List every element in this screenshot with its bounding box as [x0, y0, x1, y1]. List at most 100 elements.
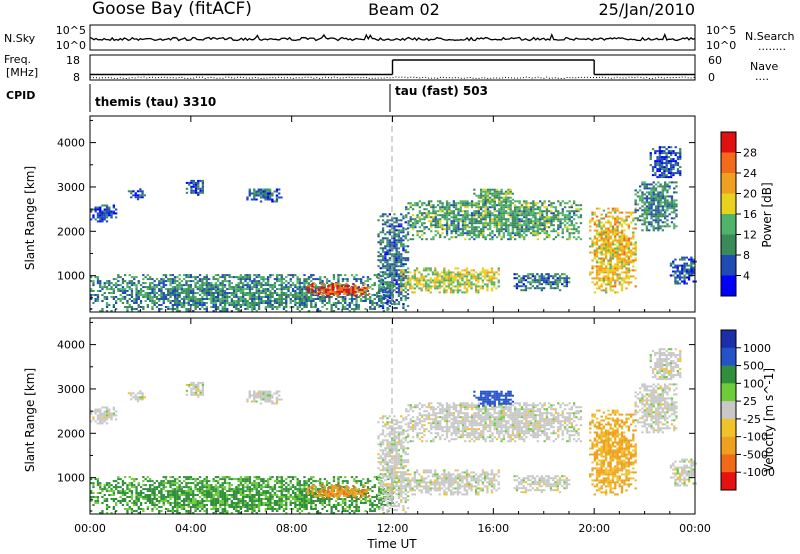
power-cell [149, 288, 152, 291]
power-cell [661, 150, 664, 153]
power-cell [440, 277, 444, 280]
power-cell [439, 222, 442, 225]
power-cell [618, 253, 621, 256]
power-cell [223, 278, 227, 281]
power-cell [312, 274, 315, 277]
power-cell [248, 194, 251, 197]
power-cell [518, 208, 521, 211]
power-cell [611, 241, 615, 244]
power-cell [348, 298, 351, 300]
power-colorbar-swatch [721, 193, 736, 215]
power-cell [381, 215, 385, 218]
velocity-cell [117, 500, 120, 502]
power-cell [135, 290, 138, 292]
power-cell [598, 221, 601, 224]
power-cell [192, 292, 195, 294]
power-cell [275, 188, 279, 191]
power-cell [400, 275, 403, 278]
power-cell [659, 185, 662, 188]
power-cell [489, 200, 492, 203]
power-cell [248, 284, 252, 287]
power-cell [516, 216, 519, 219]
power-cell [480, 234, 483, 237]
power-cell [248, 298, 252, 300]
power-cell [130, 306, 134, 308]
power-cell [169, 282, 172, 285]
power-cell [648, 193, 651, 196]
power-cell [607, 275, 610, 278]
power-cell [609, 231, 612, 234]
power-cell [645, 217, 649, 220]
power-cell [128, 306, 131, 308]
power-cell [607, 243, 610, 246]
power-cell [381, 275, 385, 278]
power-cell [110, 296, 113, 298]
power-cell [194, 300, 197, 302]
power-cell [447, 281, 450, 284]
power-cell [547, 281, 550, 284]
power-cell [495, 224, 499, 227]
power-cell [251, 294, 254, 296]
power-cell [314, 284, 317, 287]
velocity-cell [146, 506, 149, 508]
power-cell [422, 279, 426, 282]
power-cell [273, 306, 277, 308]
power-cell [609, 211, 612, 214]
power-cell [221, 300, 224, 302]
velocity-cell [112, 492, 115, 494]
power-cell [457, 234, 460, 237]
power-cell [298, 306, 301, 308]
power-cell [565, 281, 568, 284]
power-cell [406, 293, 410, 296]
power-cell [659, 195, 662, 198]
power-cell [271, 192, 274, 195]
power-cell [518, 222, 521, 225]
power-cell [602, 217, 605, 220]
power-cell [443, 281, 446, 284]
power-cell [94, 276, 97, 279]
power-cell [242, 288, 245, 291]
power-cell [136, 196, 140, 199]
power-cell [605, 239, 608, 242]
power-cell [196, 292, 199, 294]
power-cell [393, 289, 396, 292]
power-cell [504, 194, 508, 197]
power-cell [400, 219, 403, 222]
power-cell [432, 220, 435, 223]
power-cell [663, 146, 666, 149]
power-cell [475, 236, 478, 239]
power-cell [658, 164, 661, 167]
power-cell [423, 208, 426, 211]
power-cell [133, 302, 136, 304]
velocity-cell [160, 494, 163, 496]
power-cell [620, 279, 624, 282]
power-cell [525, 200, 528, 203]
power-cell [616, 273, 619, 276]
power-cell [539, 218, 542, 221]
power-cell [465, 287, 469, 290]
power-cell [524, 287, 528, 290]
power-cell [497, 267, 500, 270]
power-cell [461, 224, 465, 227]
power-cell [665, 160, 668, 163]
power-cell [90, 290, 93, 292]
power-cell [559, 204, 562, 207]
power-cell [534, 218, 537, 221]
velocity-cell [94, 496, 97, 498]
power-cell [614, 219, 617, 222]
power-cell [320, 288, 323, 291]
power-cell [108, 280, 111, 283]
power-cell [616, 241, 619, 244]
power-cell [269, 286, 272, 289]
power-cell [340, 288, 344, 291]
power-cell [196, 282, 199, 285]
power-cell [650, 205, 653, 208]
power-cell [314, 294, 317, 296]
power-cell [667, 146, 671, 149]
power-cell [169, 280, 172, 283]
power-cell [475, 228, 478, 231]
power-cell [566, 228, 569, 231]
power-cell [94, 208, 97, 211]
power-cell [434, 273, 437, 276]
power-cell [468, 220, 471, 223]
